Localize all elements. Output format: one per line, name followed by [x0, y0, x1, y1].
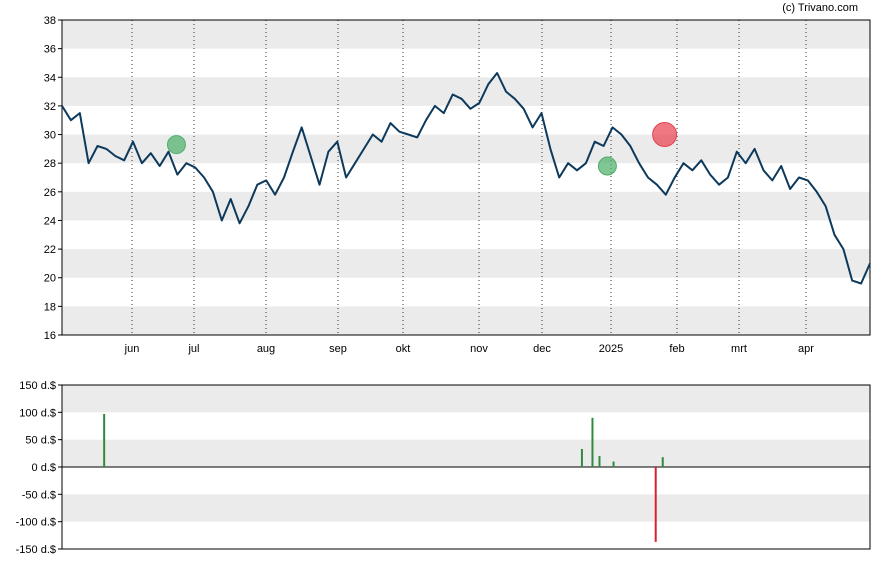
- flow-grid-band: [62, 494, 870, 522]
- price-grid-band: [62, 20, 870, 49]
- price-x-tick-label: 2025: [599, 343, 623, 355]
- flow-grid-band: [62, 385, 870, 413]
- flow-y-tick-label: 50 d.$: [25, 435, 56, 447]
- flow-y-tick-label: 0 d.$: [32, 462, 56, 474]
- price-x-tick-label: apr: [798, 343, 814, 355]
- price-x-tick-label: dec: [533, 343, 551, 355]
- price-y-tick-label: 30: [44, 130, 56, 142]
- price-y-tick-label: 20: [44, 273, 56, 285]
- price-y-tick-label: 38: [44, 15, 56, 27]
- price-y-tick-label: 26: [44, 187, 56, 199]
- flow-y-tick-label: -150 d.$: [16, 544, 56, 556]
- buy-marker: [597, 156, 617, 176]
- price-x-tick-label: feb: [669, 343, 684, 355]
- price-x-tick-label: okt: [396, 343, 411, 355]
- price-y-tick-label: 36: [44, 44, 56, 56]
- sell-marker: [652, 122, 678, 148]
- price-x-tick-label: jul: [187, 343, 199, 355]
- price-grid-band: [62, 249, 870, 278]
- price-grid-band: [62, 191, 870, 221]
- flow-y-tick-label: -100 d.$: [16, 517, 56, 529]
- price-y-tick-label: 28: [44, 158, 56, 170]
- price-x-tick-label: jun: [124, 343, 140, 355]
- flow-plot-frame: [61, 384, 871, 550]
- flow-grid-band: [62, 439, 870, 467]
- flow-panel: 150 d.$ 100 d.$ 50 d.$ 0 d.$ -50 d.$ -100 d.$…: [16, 380, 871, 556]
- copyright-label: (c) Trivano.com: [782, 2, 858, 14]
- price-panel: jun jul aug sep okt nov dec 2025 feb mrt apr 16 18 20…: [44, 15, 871, 355]
- price-x-tick-label: aug: [257, 343, 275, 355]
- price-y-tick-label: 18: [44, 301, 56, 313]
- price-series-line: [61, 72, 871, 285]
- price-grid-band: [62, 77, 870, 106]
- price-y-tick-label: 32: [44, 101, 56, 113]
- buy-marker: [166, 135, 186, 155]
- price-x-tick-label: sep: [329, 343, 347, 355]
- flow-y-tick-label: 100 d.$: [19, 407, 56, 419]
- price-y-tick-label: 34: [44, 72, 56, 84]
- price-x-tick-label: nov: [470, 343, 488, 355]
- price-plot-frame: [61, 19, 871, 336]
- price-y-tick-label: 24: [44, 215, 56, 227]
- price-y-tick-label: 16: [44, 330, 56, 342]
- flow-y-tick-label: -50 d.$: [22, 489, 56, 501]
- price-grid-band: [62, 306, 870, 335]
- price-y-tick-label: 22: [44, 244, 56, 256]
- price-x-tick-label: mrt: [731, 343, 747, 355]
- flow-y-tick-label: 150 d.$: [19, 380, 56, 392]
